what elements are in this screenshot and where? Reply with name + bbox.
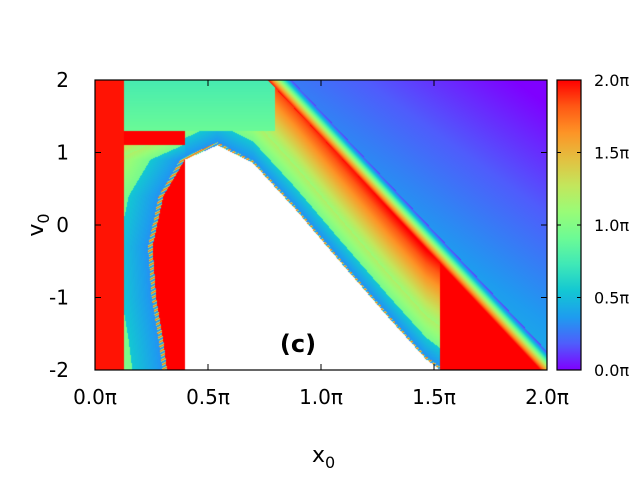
y-tick-label: 1 — [56, 141, 69, 165]
x-tick-label: 2.0π — [525, 385, 569, 409]
y-tick-label: 2 — [56, 68, 69, 92]
x-tick-label: 1.5π — [412, 385, 456, 409]
y-tick-label: -2 — [49, 358, 69, 382]
y-axis-label: v0 — [24, 213, 53, 236]
panel-label: (c) — [280, 330, 316, 358]
colorbar-tick-label: 0.5π — [594, 289, 629, 308]
x-tick-label: 0.5π — [186, 385, 230, 409]
x-tick-label: 1.0π — [299, 385, 343, 409]
colorbar-tick-label: 0.0π — [594, 361, 629, 380]
x-tick-label: 0.0π — [73, 385, 117, 409]
heatmap-raster — [95, 80, 547, 370]
colorbar-tick-label: 2.0π — [594, 71, 629, 90]
x-axis-label: x0 — [312, 443, 335, 472]
colorbar-tick-label: 1.5π — [594, 144, 629, 163]
y-tick-label: -1 — [49, 286, 69, 310]
colorbar-tick-label: 1.0π — [594, 216, 629, 235]
y-tick-label: 0 — [56, 213, 69, 237]
